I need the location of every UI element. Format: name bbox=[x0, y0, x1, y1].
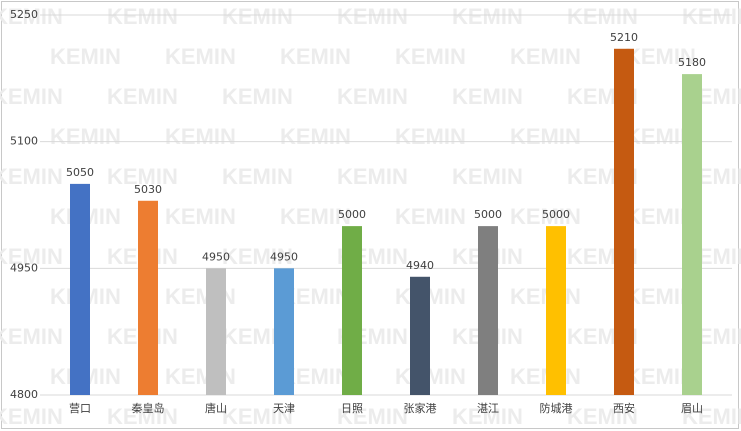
watermark: KEMIN bbox=[222, 84, 293, 109]
bar bbox=[682, 74, 702, 395]
watermark: KEMIN bbox=[452, 404, 523, 429]
watermark: KEMIN bbox=[337, 84, 408, 109]
watermark: KEMIN bbox=[0, 244, 63, 269]
watermark: KEMIN bbox=[567, 4, 638, 29]
watermark: KEMIN bbox=[222, 244, 293, 269]
watermark: KEMIN bbox=[280, 124, 351, 149]
data-label: 5000 bbox=[474, 208, 502, 221]
watermark: KEMIN bbox=[510, 364, 581, 389]
x-tick-label: 湛江 bbox=[477, 402, 499, 415]
bar bbox=[410, 276, 430, 395]
watermark: KEMIN bbox=[510, 124, 581, 149]
watermark: KEMIN bbox=[0, 404, 63, 429]
y-tick-label: 4800 bbox=[10, 388, 38, 401]
watermark: KEMIN bbox=[0, 324, 63, 349]
watermark: KEMIN bbox=[165, 124, 236, 149]
watermark: KEMIN bbox=[165, 204, 236, 229]
x-tick-label: 唐山 bbox=[205, 401, 227, 415]
watermark: KEMIN bbox=[452, 164, 523, 189]
watermark: KEMIN bbox=[452, 4, 523, 29]
y-tick-label: 5100 bbox=[10, 135, 38, 148]
data-label: 5000 bbox=[338, 208, 366, 221]
bar bbox=[546, 226, 566, 395]
data-label: 4940 bbox=[406, 259, 434, 272]
y-tick-label: 5250 bbox=[10, 8, 38, 21]
watermark: KEMIN bbox=[395, 204, 466, 229]
bar bbox=[274, 268, 294, 395]
x-tick-label: 眉山 bbox=[681, 402, 703, 415]
watermark: KEMIN bbox=[222, 4, 293, 29]
watermark: KEMIN bbox=[682, 4, 741, 29]
bar bbox=[138, 200, 158, 395]
data-label: 5000 bbox=[542, 208, 570, 221]
watermark: KEMIN bbox=[222, 404, 293, 429]
watermark: KEMIN bbox=[567, 404, 638, 429]
y-tick-label: 4950 bbox=[10, 261, 38, 274]
bar bbox=[478, 226, 498, 395]
x-tick-label: 张家港 bbox=[404, 401, 437, 415]
x-tick-label: 天津 bbox=[273, 402, 295, 415]
watermark: KEMIN bbox=[0, 164, 63, 189]
watermark: KEMIN bbox=[107, 164, 178, 189]
watermark: KEMIN bbox=[395, 124, 466, 149]
watermark: KEMIN bbox=[452, 84, 523, 109]
watermark: KEMIN bbox=[50, 44, 121, 69]
data-label: 5050 bbox=[66, 166, 94, 179]
watermark: KEMIN bbox=[50, 124, 121, 149]
bar bbox=[70, 183, 90, 395]
data-label: 4950 bbox=[202, 250, 230, 263]
watermark: KEMIN bbox=[0, 84, 63, 109]
watermark: KEMIN bbox=[395, 364, 466, 389]
data-label: 5180 bbox=[678, 56, 706, 69]
watermark: KEMIN bbox=[395, 284, 466, 309]
x-tick-label: 日照 bbox=[341, 402, 363, 415]
data-label: 4950 bbox=[270, 250, 298, 263]
watermark: KEMIN bbox=[510, 204, 581, 229]
bar bbox=[342, 226, 362, 395]
data-label: 5210 bbox=[610, 31, 638, 44]
watermark: KEMIN bbox=[107, 84, 178, 109]
watermark: KEMIN bbox=[107, 404, 178, 429]
watermark: KEMIN bbox=[337, 4, 408, 29]
x-tick-label: 营口 bbox=[69, 401, 91, 415]
data-label: 5030 bbox=[134, 183, 162, 196]
watermark: KEMIN bbox=[510, 284, 581, 309]
watermark: KEMIN bbox=[395, 44, 466, 69]
watermark: KEMIN bbox=[280, 44, 351, 69]
bar bbox=[206, 268, 226, 395]
watermark: KEMIN bbox=[337, 164, 408, 189]
watermark: KEMIN bbox=[280, 204, 351, 229]
watermark: KEMIN bbox=[625, 44, 696, 69]
bar bbox=[614, 48, 634, 396]
watermark: KEMIN bbox=[682, 404, 741, 429]
watermark: KEMIN bbox=[222, 164, 293, 189]
watermark: KEMIN bbox=[0, 4, 63, 29]
x-tick-label: 防城港 bbox=[540, 401, 573, 415]
x-tick-label: 西安 bbox=[613, 401, 635, 415]
watermark: KEMIN bbox=[337, 404, 408, 429]
watermark: KEMIN bbox=[510, 44, 581, 69]
watermark: KEMIN bbox=[165, 44, 236, 69]
watermark: KEMIN bbox=[107, 4, 178, 29]
x-tick-label: 秦皇岛 bbox=[132, 401, 165, 415]
